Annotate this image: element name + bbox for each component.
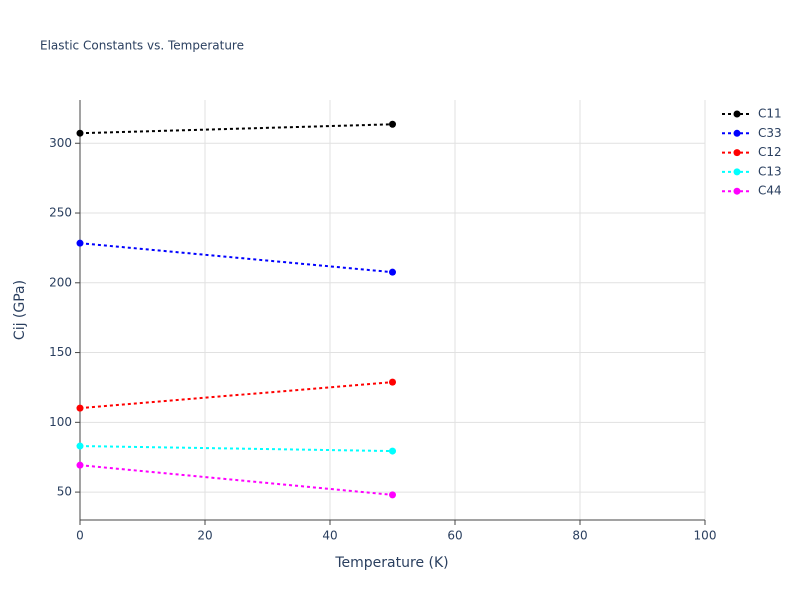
series-line (79, 123, 393, 135)
point (76, 442, 84, 450)
y-tick-label: 200 (49, 275, 72, 289)
legend-label: C11 (758, 107, 782, 121)
y-tick-label: 100 (49, 415, 72, 429)
y-axis-title: Cij (GPa) (12, 280, 28, 340)
x-tick-label: 60 (447, 529, 462, 543)
x-tick-label: 80 (572, 529, 587, 543)
x-tick-label: 0 (76, 529, 84, 543)
x-axis-title: Temperature (K) (334, 555, 448, 571)
point (76, 129, 84, 137)
series-line (79, 242, 393, 274)
x-tick-label: 20 (197, 529, 212, 543)
legend-marker (733, 110, 741, 118)
y-tick-label: 50 (57, 485, 72, 499)
x-tick-label: 100 (694, 529, 717, 543)
legend-label: C12 (758, 145, 782, 159)
y-tick-label: 150 (49, 345, 72, 359)
legend-marker (733, 129, 741, 137)
x-tick-label: 40 (322, 529, 337, 543)
y-tick-label: 250 (49, 206, 72, 220)
series-line (79, 381, 393, 410)
legend-marker (733, 149, 741, 157)
point (389, 491, 396, 499)
legend-label: C13 (758, 164, 782, 178)
point (389, 378, 396, 386)
point (76, 461, 84, 469)
point (76, 404, 84, 412)
legend-label: C33 (758, 126, 782, 140)
legend-marker (733, 168, 741, 176)
series-line (79, 464, 393, 496)
legend-marker (733, 187, 741, 195)
point (76, 239, 84, 247)
point (389, 447, 396, 455)
chart-title: Elastic Constants vs. Temperature (40, 39, 244, 53)
legend-label: C44 (758, 184, 782, 198)
point (389, 120, 396, 128)
series-line (79, 445, 393, 453)
y-tick-label: 300 (49, 136, 72, 150)
point (389, 268, 396, 276)
